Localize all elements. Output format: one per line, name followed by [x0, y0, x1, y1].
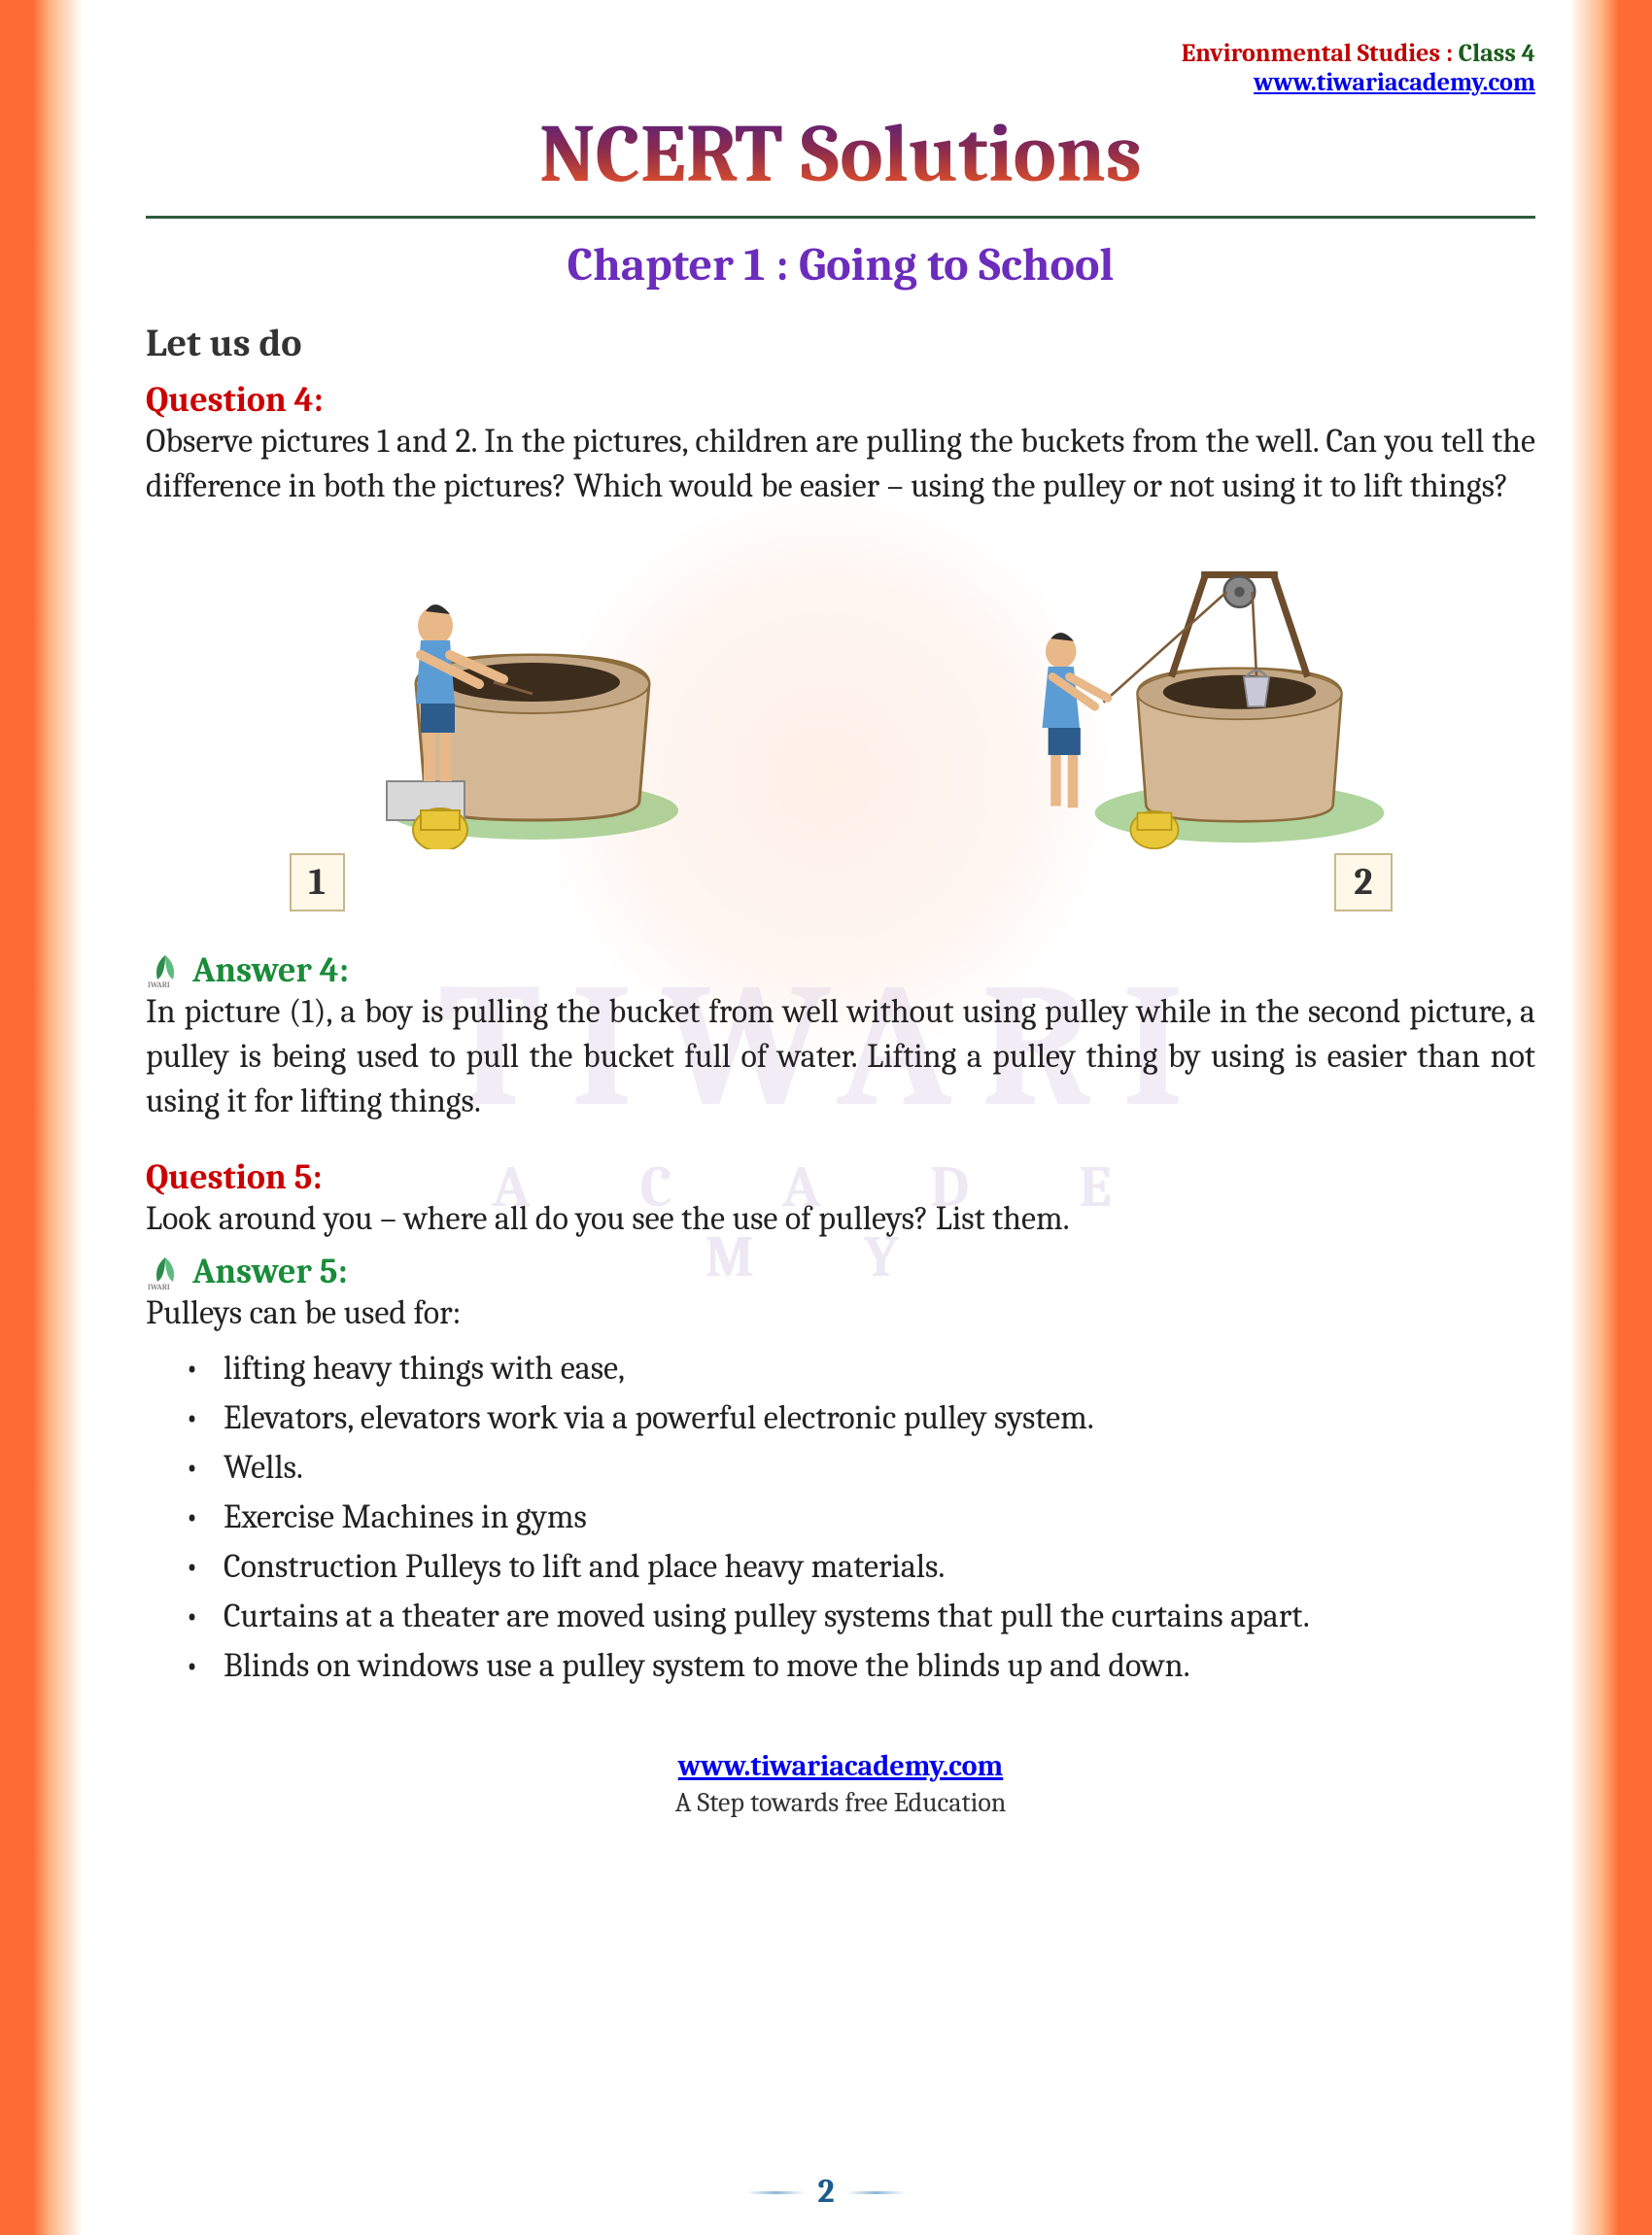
answer-5-label: IWARI Answer 5:: [146, 1252, 1535, 1291]
answer-5-intro: Pulleys can be used for:: [146, 1291, 1535, 1336]
subject-prefix: Environmental Studies :: [1182, 39, 1459, 68]
footer-website-link[interactable]: www.tiwariacademy.com: [678, 1749, 1003, 1783]
page-content: Environmental Studies : Class 4 www.tiwa…: [0, 0, 1652, 1857]
question-5-text: Look around you – where all do you see t…: [146, 1197, 1535, 1242]
boy-2-figure: [1042, 633, 1107, 808]
leaf-icon: IWARI: [146, 1253, 185, 1291]
list-item: Elevators, elevators work via a powerful…: [185, 1393, 1535, 1443]
footer: www.tiwariacademy.com A Step towards fre…: [146, 1749, 1535, 1818]
question-4-label: Question 4:: [146, 380, 1535, 420]
header-website-link[interactable]: www.tiwariacademy.com: [1254, 68, 1535, 97]
list-item: lifting heavy things with ease,: [185, 1344, 1535, 1393]
illustration-2: 2: [984, 538, 1393, 911]
svg-text:IWARI: IWARI: [148, 1283, 170, 1291]
leaf-icon: IWARI: [146, 950, 185, 989]
well-with-pulley-svg: [984, 538, 1393, 849]
answer-4-text: In picture (1), a boy is pulling the buc…: [146, 990, 1535, 1124]
list-item: Curtains at a theater are moved using pu…: [185, 1592, 1535, 1641]
list-item: Construction Pulleys to lift and place h…: [185, 1542, 1535, 1592]
svg-text:IWARI: IWARI: [148, 980, 170, 989]
answer-4-label-text: Answer 4:: [192, 950, 349, 990]
header-meta: Environmental Studies : Class 4 www.tiwa…: [146, 39, 1535, 97]
page-number: 2: [817, 2172, 834, 2211]
well-without-pulley-svg: [290, 538, 698, 849]
badge-1: 1: [290, 853, 345, 911]
illustration-1: 1: [290, 538, 698, 911]
illustration-row: 1: [146, 538, 1535, 911]
section-heading: Let us do: [146, 321, 1535, 365]
subject-suffix: Class 4: [1459, 39, 1535, 68]
chapter-title: Chapter 1 : Going to School: [146, 238, 1535, 292]
list-item: Wells.: [185, 1443, 1535, 1493]
subject-line: Environmental Studies : Class 4: [146, 39, 1535, 68]
footer-tagline: A Step towards free Education: [146, 1787, 1535, 1818]
list-item: Blinds on windows use a pulley system to…: [185, 1641, 1535, 1691]
list-item: Exercise Machines in gyms: [185, 1493, 1535, 1542]
question-5-label: Question 5:: [146, 1157, 1535, 1197]
answer-4-label: IWARI Answer 4:: [146, 950, 1535, 990]
question-4-text: Observe pictures 1 and 2. In the picture…: [146, 420, 1535, 509]
answer-5-list: lifting heavy things with ease, Elevator…: [146, 1344, 1535, 1691]
badge-2: 2: [1334, 853, 1392, 911]
answer-5-label-text: Answer 5:: [192, 1252, 348, 1291]
main-title: NCERT Solutions: [146, 107, 1535, 219]
